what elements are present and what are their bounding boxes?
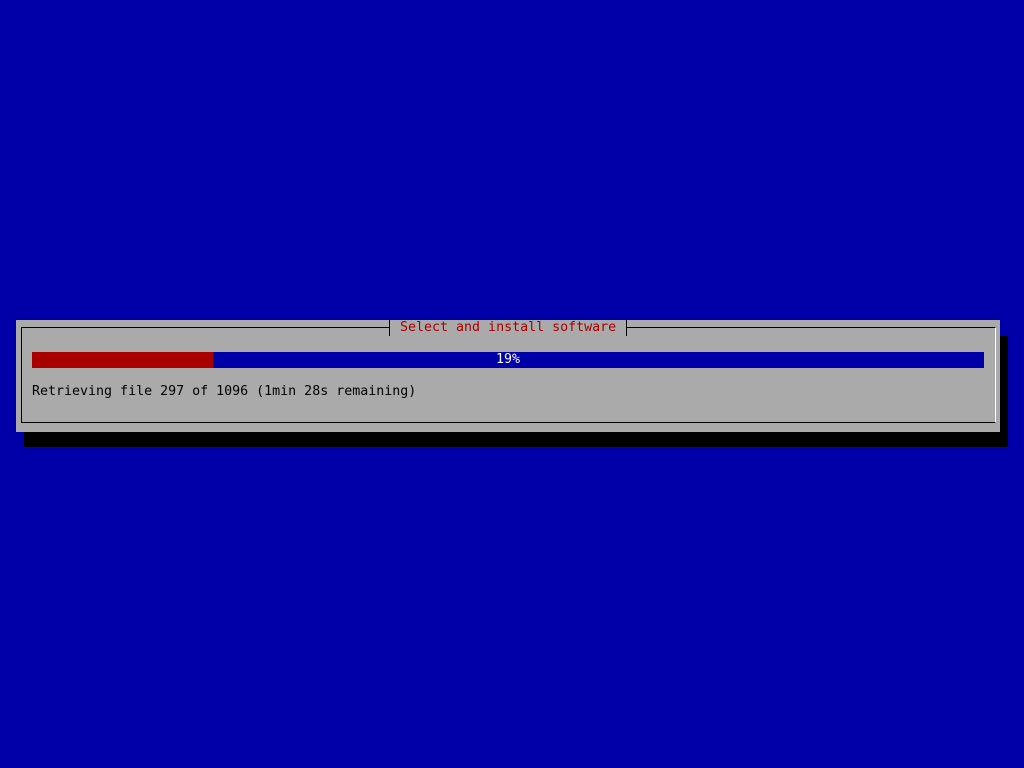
progress-bar: 19%: [32, 352, 984, 368]
status-text: Retrieving file 297 of 1096 (1min 28s re…: [32, 384, 417, 399]
dialog-title: Select and install software: [389, 320, 628, 336]
progress-fill: [32, 352, 213, 368]
dialog-shadow-right: [1000, 336, 1008, 447]
install-progress-dialog: Select and install software 19% Retrievi…: [16, 320, 1000, 432]
dialog-shadow: [24, 432, 1008, 447]
progress-percent-label: 19%: [495, 352, 521, 367]
dialog-frame: [21, 327, 996, 423]
